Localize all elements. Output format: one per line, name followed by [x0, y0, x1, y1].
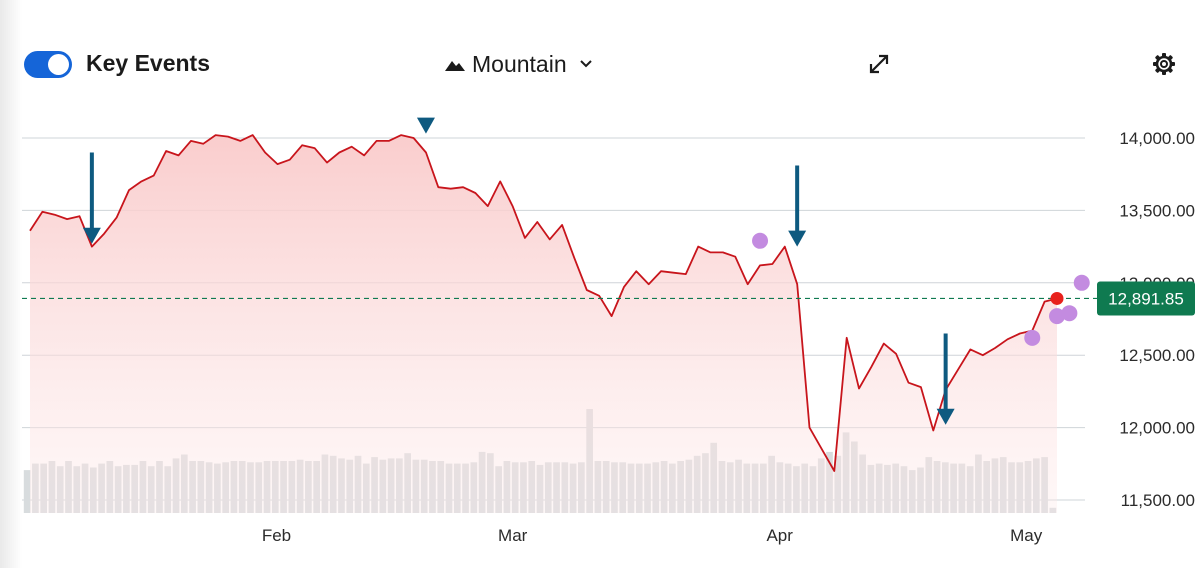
y-axis: 11,500.0012,000.0012,500.0013,000.0013,5… [1119, 129, 1195, 510]
mountain-icon [445, 61, 465, 71]
key-event-dot[interactable] [1073, 274, 1090, 291]
annotation-arrows [82, 117, 955, 425]
key-event-dot[interactable] [1049, 308, 1065, 325]
annotation-arrow [788, 165, 807, 247]
x-tick-label: Apr [766, 526, 793, 545]
chart-type-label: Mountain [472, 50, 567, 77]
expand-arrows-icon [869, 54, 889, 74]
settings-button[interactable] [1151, 51, 1177, 77]
last-price-indicator: 12,891.85 [22, 281, 1195, 316]
volume-bar [23, 470, 31, 513]
event-dots[interactable] [752, 232, 1090, 346]
arrow-head [788, 230, 807, 247]
key-event-dot[interactable] [752, 232, 769, 249]
key-events-label: Key Events [86, 50, 211, 76]
last-price-label: 12,891.85 [1108, 289, 1184, 308]
y-tick-label: 12,000.00 [1119, 419, 1195, 438]
price-area-fill [30, 135, 1057, 513]
x-tick-label: Mar [498, 526, 528, 545]
gear-icon [1153, 53, 1175, 75]
y-tick-label: 11,500.00 [1121, 491, 1195, 510]
arrow-head [936, 408, 955, 425]
arrow-head [416, 117, 435, 134]
chevron-down-icon [579, 60, 592, 68]
expand-button[interactable] [866, 51, 892, 77]
chart-toolbar: Key Events Mountain [0, 38, 1199, 90]
key-event-dot[interactable] [1024, 329, 1041, 346]
y-tick-label: 14,000.00 [1119, 129, 1195, 148]
last-price-dot [1050, 291, 1064, 305]
price-line [29, 134, 1058, 472]
price-area [30, 135, 1057, 513]
key-event-dot[interactable] [1061, 305, 1078, 322]
arrow-head [82, 227, 101, 244]
price-line-path [29, 134, 1058, 472]
annotation-arrow [936, 333, 955, 425]
y-tick-label: 12,500.00 [1119, 346, 1195, 365]
last-price-tag [1097, 281, 1195, 316]
key-events-toggle[interactable] [24, 51, 72, 78]
y-tick-label: 13,500.00 [1119, 201, 1195, 220]
x-axis: Feb Mar Apr May [262, 526, 1043, 545]
x-tick-label: Feb [262, 526, 291, 545]
annotation-arrow [416, 117, 435, 134]
toggle-knob [48, 54, 69, 75]
chart-type-dropdown[interactable]: Mountain [444, 48, 593, 80]
x-tick-label: May [1010, 526, 1043, 545]
left-edge-shadow [0, 0, 22, 568]
annotation-arrow [82, 152, 101, 244]
